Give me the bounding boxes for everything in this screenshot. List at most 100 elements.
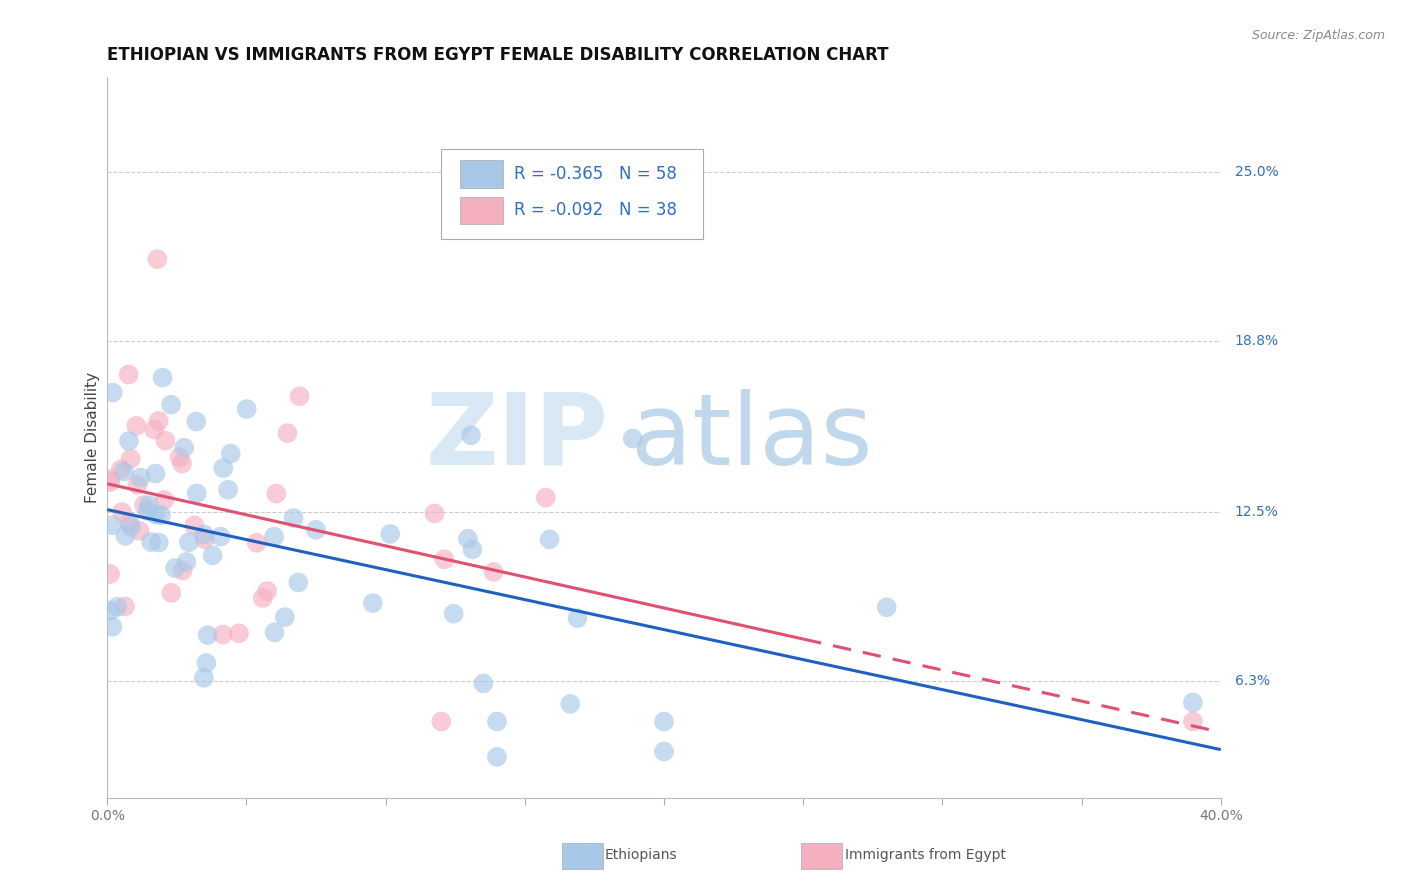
- Point: [98, 475, 121, 489]
- Point: [169, 450, 191, 465]
- Point: [219, 447, 242, 461]
- Point: [146, 252, 169, 266]
- Point: [101, 518, 124, 533]
- Point: [211, 627, 233, 641]
- Point: [876, 600, 898, 615]
- Text: 25.0%: 25.0%: [1234, 165, 1278, 179]
- Point: [472, 676, 495, 690]
- Point: [380, 527, 402, 541]
- Text: ZIP: ZIP: [426, 389, 609, 486]
- Point: [482, 565, 505, 579]
- Point: [256, 584, 278, 599]
- Point: [176, 555, 198, 569]
- Point: [136, 504, 159, 518]
- Point: [101, 385, 124, 400]
- Point: [110, 462, 132, 476]
- Point: [274, 610, 297, 624]
- Point: [423, 507, 446, 521]
- Text: atlas: atlas: [631, 389, 872, 486]
- Point: [1181, 714, 1204, 729]
- Point: [98, 472, 121, 486]
- Point: [266, 486, 288, 500]
- Point: [252, 591, 274, 605]
- Text: R = -0.092   N = 38: R = -0.092 N = 38: [513, 202, 676, 219]
- Point: [128, 524, 150, 538]
- Point: [98, 604, 121, 618]
- Point: [460, 428, 482, 442]
- Point: [276, 426, 298, 441]
- Point: [443, 607, 465, 621]
- Point: [263, 625, 285, 640]
- Point: [118, 516, 141, 530]
- Point: [148, 414, 170, 428]
- FancyBboxPatch shape: [441, 149, 703, 239]
- Point: [98, 566, 121, 581]
- Point: [305, 523, 328, 537]
- Point: [145, 467, 167, 481]
- Point: [138, 498, 160, 512]
- FancyBboxPatch shape: [460, 196, 502, 224]
- Point: [461, 542, 484, 557]
- Point: [152, 370, 174, 384]
- FancyBboxPatch shape: [460, 161, 502, 188]
- Point: [560, 697, 582, 711]
- Point: [120, 520, 142, 534]
- Text: Source: ZipAtlas.com: Source: ZipAtlas.com: [1251, 29, 1385, 42]
- Point: [148, 535, 170, 549]
- Point: [235, 402, 257, 417]
- Point: [125, 418, 148, 433]
- Text: 12.5%: 12.5%: [1234, 505, 1278, 519]
- Point: [485, 714, 508, 729]
- Point: [1181, 696, 1204, 710]
- Point: [538, 533, 561, 547]
- Point: [361, 596, 384, 610]
- Point: [567, 611, 589, 625]
- Point: [134, 498, 156, 512]
- Point: [172, 457, 194, 471]
- Text: 6.3%: 6.3%: [1234, 673, 1270, 688]
- Point: [652, 714, 675, 729]
- Point: [173, 441, 195, 455]
- Point: [212, 461, 235, 475]
- Text: Ethiopians: Ethiopians: [605, 848, 678, 863]
- Point: [145, 508, 167, 522]
- Point: [111, 505, 134, 519]
- Point: [160, 586, 183, 600]
- Point: [105, 599, 128, 614]
- Point: [193, 671, 215, 685]
- Point: [186, 415, 208, 429]
- Text: R = -0.365   N = 58: R = -0.365 N = 58: [513, 165, 676, 183]
- Point: [114, 529, 136, 543]
- Point: [209, 530, 232, 544]
- Point: [177, 535, 200, 549]
- Point: [283, 511, 305, 525]
- Point: [114, 599, 136, 614]
- Point: [127, 477, 149, 491]
- Point: [201, 549, 224, 563]
- Point: [101, 620, 124, 634]
- Point: [263, 530, 285, 544]
- Point: [217, 483, 239, 497]
- Point: [534, 491, 557, 505]
- Point: [139, 535, 162, 549]
- Point: [153, 493, 176, 508]
- Point: [193, 527, 215, 541]
- Point: [197, 628, 219, 642]
- Point: [117, 368, 139, 382]
- Point: [485, 750, 508, 764]
- Point: [172, 564, 194, 578]
- Point: [160, 398, 183, 412]
- Point: [129, 470, 152, 484]
- Point: [621, 432, 644, 446]
- Point: [150, 508, 173, 523]
- Text: 18.8%: 18.8%: [1234, 334, 1279, 348]
- Point: [288, 389, 311, 403]
- Text: ETHIOPIAN VS IMMIGRANTS FROM EGYPT FEMALE DISABILITY CORRELATION CHART: ETHIOPIAN VS IMMIGRANTS FROM EGYPT FEMAL…: [107, 46, 889, 64]
- Point: [143, 423, 166, 437]
- Point: [246, 536, 269, 550]
- Point: [228, 626, 250, 640]
- Point: [195, 656, 218, 670]
- Text: Immigrants from Egypt: Immigrants from Egypt: [845, 848, 1007, 863]
- Point: [652, 744, 675, 758]
- Point: [118, 434, 141, 448]
